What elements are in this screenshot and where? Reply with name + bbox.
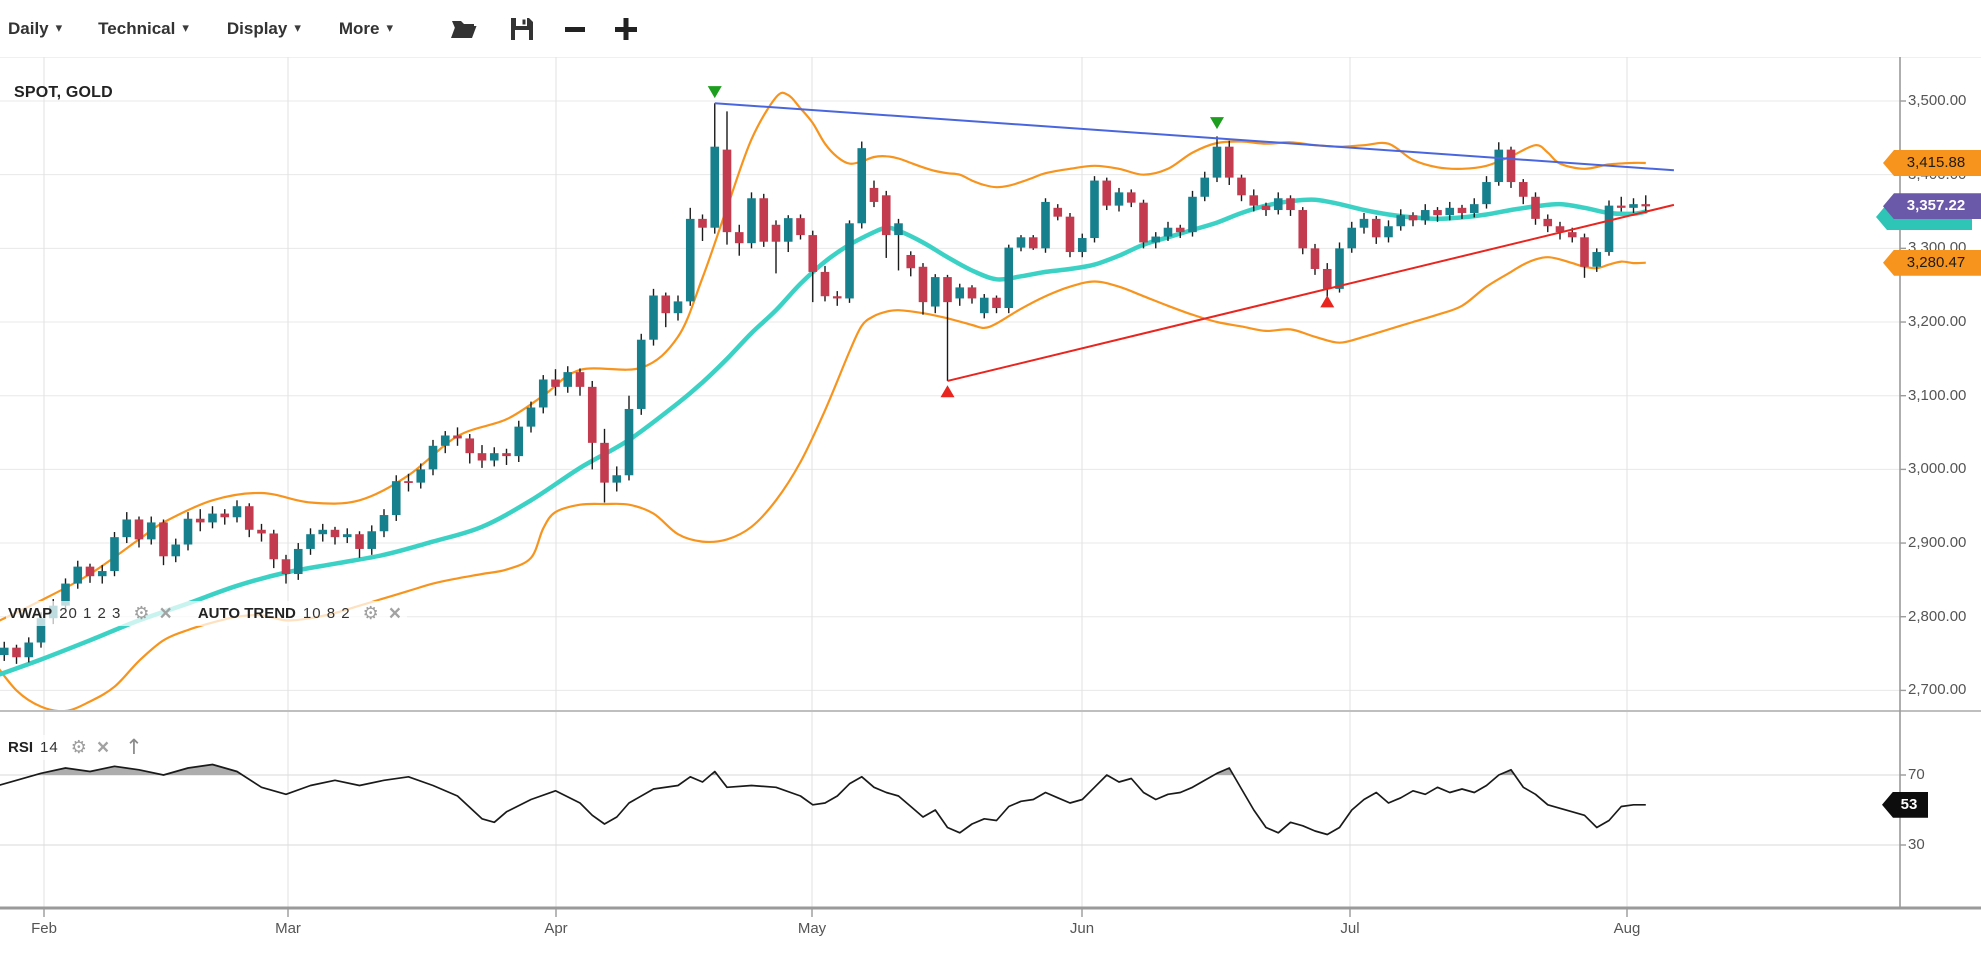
autotrend-legend-name: AUTO TREND [197, 605, 296, 622]
y-axis-tick-label: 3,100.00 [1908, 386, 1967, 404]
candles [0, 103, 1651, 664]
x-axis-month-label: Jul [1340, 920, 1360, 937]
toolbar: Daily ▾ Technical ▾ Display ▾ More ▾ [0, 0, 1981, 57]
save-icon[interactable] [509, 16, 535, 42]
rsi-move-up-arrow-icon[interactable]: ↑ [125, 735, 143, 759]
menu-technical-label: Technical [98, 18, 176, 38]
vwap-legend-params: 20 1 2 3 [59, 605, 122, 622]
main-indicator-legend: VWAP 20 1 2 3 ⚙ × AUTO TREND 10 8 2 ⚙ × [6, 601, 407, 626]
menu-timeframe[interactable]: Daily ▾ [8, 19, 62, 39]
rsi-legend-name: RSI [8, 739, 34, 756]
menu-display[interactable]: Display ▾ [227, 19, 301, 39]
vwap-settings-gear-icon[interactable]: ⚙ [133, 602, 150, 624]
x-axis-month-label: Feb [31, 920, 57, 937]
autotrend-legend-params: 10 8 2 [302, 605, 351, 622]
rsi-remove-icon[interactable]: × [96, 736, 110, 759]
menu-more[interactable]: More ▾ [339, 19, 393, 39]
x-axis-month-label: Jun [1069, 920, 1095, 937]
rsi-level-label: 70 [1908, 766, 1925, 783]
main-panel[interactable] [0, 86, 1675, 711]
y-axis-tick-label: 3,200.00 [1908, 313, 1967, 331]
menu-more-label: More [338, 18, 380, 38]
rsi-value-badge: 53 [1882, 791, 1928, 818]
zoom-in-icon[interactable] [611, 14, 641, 44]
symbol-label: SPOT, GOLD [14, 84, 113, 101]
x-axis-month-label: Aug [1613, 920, 1641, 937]
lower-band-price-tag: 3,280.47 [1883, 249, 1981, 276]
rsi-indicator-legend: RSI 14 ⚙ × ↑ [6, 735, 149, 760]
vwap-legend-name: VWAP [8, 605, 53, 622]
menu-technical[interactable]: Technical ▾ [98, 19, 189, 39]
rsi-level-label: 30 [1908, 836, 1925, 853]
upper-band-price-tag: 3,415.88 [1883, 149, 1981, 176]
y-axis-tick-label: 2,800.00 [1908, 607, 1967, 625]
rsi-legend-params: 14 [40, 739, 59, 756]
open-folder-icon[interactable] [449, 16, 479, 42]
chevron-down-icon: ▾ [294, 21, 301, 36]
autotrend-remove-icon[interactable]: × [388, 602, 401, 625]
vwap-remove-icon[interactable]: × [159, 602, 172, 625]
y-axis-tick-label: 2,700.00 [1908, 681, 1967, 699]
rsi-settings-gear-icon[interactable]: ⚙ [70, 736, 87, 758]
y-axis-tick-label: 3,500.00 [1908, 92, 1967, 109]
menu-timeframe-label: Daily [8, 18, 49, 38]
last-price-tag: 3,357.22 [1883, 193, 1981, 220]
x-axis-month-label: Mar [275, 920, 301, 937]
autotrend-settings-gear-icon[interactable]: ⚙ [362, 602, 379, 624]
x-axis-month-label: Apr [544, 920, 568, 937]
chevron-down-icon: ▾ [55, 21, 63, 36]
chevron-down-icon: ▾ [182, 21, 189, 36]
x-axis-month-label: May [797, 920, 827, 937]
menu-display-label: Display [226, 18, 288, 38]
y-axis-tick-label: 2,900.00 [1908, 534, 1967, 552]
zoom-out-icon[interactable] [561, 15, 589, 43]
chevron-down-icon: ▾ [386, 21, 394, 36]
y-axis-tick-label: 3,000.00 [1908, 460, 1967, 478]
